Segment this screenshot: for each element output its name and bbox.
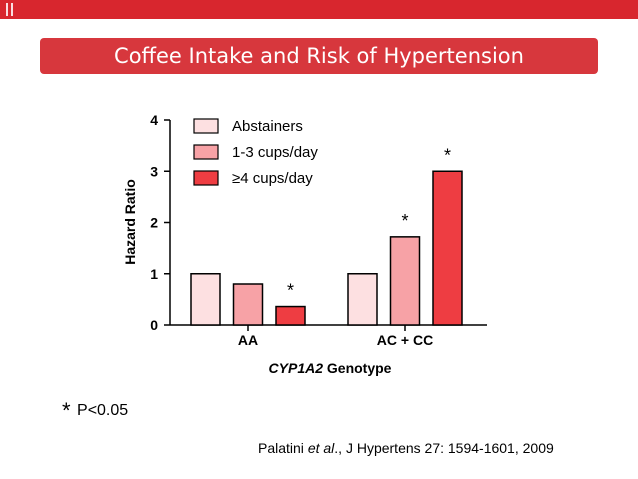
x-axis-label-italic: CYP1A2: [269, 360, 324, 376]
bar: [432, 170, 463, 326]
y-axis-label: Hazard Ratio: [122, 179, 138, 265]
legend-swatch: [193, 144, 219, 160]
footnote: * P<0.05: [62, 398, 128, 424]
y-tick-label: 2: [150, 215, 158, 231]
y-tick-label: 4: [150, 112, 158, 128]
chart-legend: Abstainers 1-3 cups/day ≥4 cups/day: [193, 118, 318, 187]
bar: [389, 236, 421, 326]
legend-label: Abstainers: [232, 118, 303, 135]
citation-prefix: Palatini: [258, 440, 308, 456]
legend-swatch: [193, 170, 219, 186]
y-tick-label: 0: [150, 317, 158, 333]
bar: [190, 273, 221, 326]
legend-label: ≥4 cups/day: [232, 170, 313, 187]
y-tick-label: 3: [150, 163, 158, 179]
bar: [232, 283, 264, 326]
top-accent-bar: [0, 0, 638, 19]
footnote-symbol: *: [62, 398, 71, 423]
citation-suffix: ., J Hypertens 27: 1594-1601, 2009: [334, 440, 554, 456]
title-banner: Coffee Intake and Risk of Hypertension: [40, 38, 598, 74]
x-tick-label: AC + CC: [377, 332, 433, 348]
citation-italic: et al: [307, 440, 335, 456]
significance-marker: *: [444, 145, 451, 165]
slide-title: Coffee Intake and Risk of Hypertension: [114, 44, 524, 68]
bar: [275, 305, 306, 326]
x-tick-label: AA: [238, 332, 258, 348]
citation: Palatini et al., J Hypertens 27: 1594-16…: [258, 440, 554, 456]
x-axis-label-rest: Genotype: [323, 360, 392, 376]
legend-swatch: [193, 118, 219, 134]
x-axis-label: CYP1A2 Genotype: [269, 360, 392, 376]
bar: [347, 273, 378, 326]
significance-marker: *: [401, 211, 408, 231]
chart-bars: * * *: [190, 145, 463, 326]
significance-marker: *: [287, 281, 294, 301]
menu-stripes-icon: [6, 3, 16, 16]
legend-label: 1-3 cups/day: [232, 144, 318, 161]
y-tick-label: 1: [150, 266, 158, 282]
footnote-text: P<0.05: [77, 402, 129, 419]
